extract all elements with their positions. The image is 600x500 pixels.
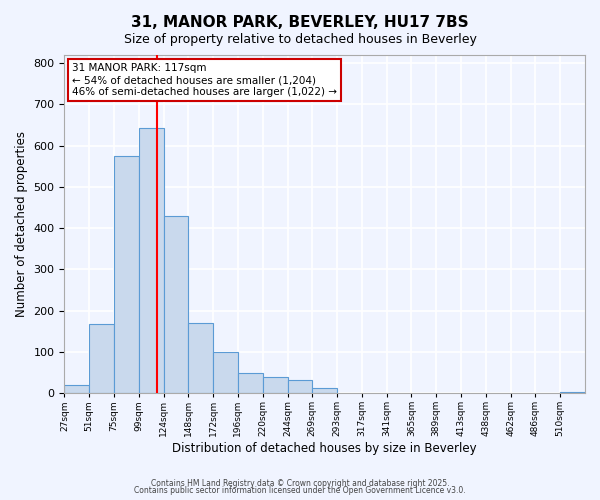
Bar	[263, 378, 287, 393]
Bar	[287, 380, 313, 393]
Text: Contains public sector information licensed under the Open Government Licence v3: Contains public sector information licen…	[134, 486, 466, 495]
Bar	[313, 388, 337, 393]
Text: Contains HM Land Registry data © Crown copyright and database right 2025.: Contains HM Land Registry data © Crown c…	[151, 478, 449, 488]
Bar	[560, 392, 585, 393]
Bar	[213, 352, 238, 393]
Text: 31 MANOR PARK: 117sqm
← 54% of detached houses are smaller (1,204)
46% of semi-d: 31 MANOR PARK: 117sqm ← 54% of detached …	[72, 64, 337, 96]
Text: Size of property relative to detached houses in Beverley: Size of property relative to detached ho…	[124, 32, 476, 46]
Bar	[164, 216, 188, 393]
Bar	[238, 372, 263, 393]
Text: 31, MANOR PARK, BEVERLEY, HU17 7BS: 31, MANOR PARK, BEVERLEY, HU17 7BS	[131, 15, 469, 30]
Bar	[114, 156, 139, 393]
Bar	[139, 128, 164, 393]
Bar	[188, 323, 213, 393]
Bar	[64, 385, 89, 393]
Bar	[89, 324, 114, 393]
Y-axis label: Number of detached properties: Number of detached properties	[15, 131, 28, 317]
X-axis label: Distribution of detached houses by size in Beverley: Distribution of detached houses by size …	[172, 442, 477, 455]
